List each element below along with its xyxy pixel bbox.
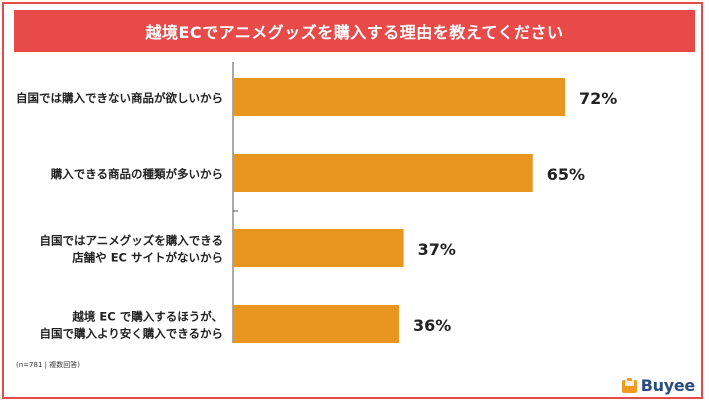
value-label-2: 65% <box>547 165 585 184</box>
chart-title: 越境ECでアニメグッズを購入する理由を教えてください <box>14 10 695 52</box>
category-label-3-line-1: 自国ではアニメグッズを購入できる <box>39 234 223 248</box>
category-label-1-line-1: 自国では購入できない商品が欲しいから <box>16 91 223 105</box>
bar-4 <box>233 305 399 343</box>
bar-3 <box>233 229 404 267</box>
category-label-4-line-2: 自国で購入より安く購入できるから <box>39 327 223 341</box>
value-label-4: 36% <box>413 316 451 335</box>
value-label-3: 37% <box>418 240 456 259</box>
bar-2 <box>233 154 533 192</box>
value-label-1: 72% <box>579 89 617 108</box>
category-label-4-line-1: 越境 EC で購入するほうが、 <box>71 310 223 324</box>
bag-icon <box>621 378 637 393</box>
chart-frame <box>2 2 703 399</box>
category-label-2-line-1: 購入できる商品の種類が多いから <box>50 167 223 181</box>
sample-note: (n=781 | 複数回答) <box>16 361 80 369</box>
bar-1 <box>233 78 565 116</box>
category-label-3-line-2: 店舗や EC サイトがないから <box>72 251 223 265</box>
brand-name: Buyee <box>640 376 696 395</box>
brand-logo: Buyee <box>621 376 695 395</box>
